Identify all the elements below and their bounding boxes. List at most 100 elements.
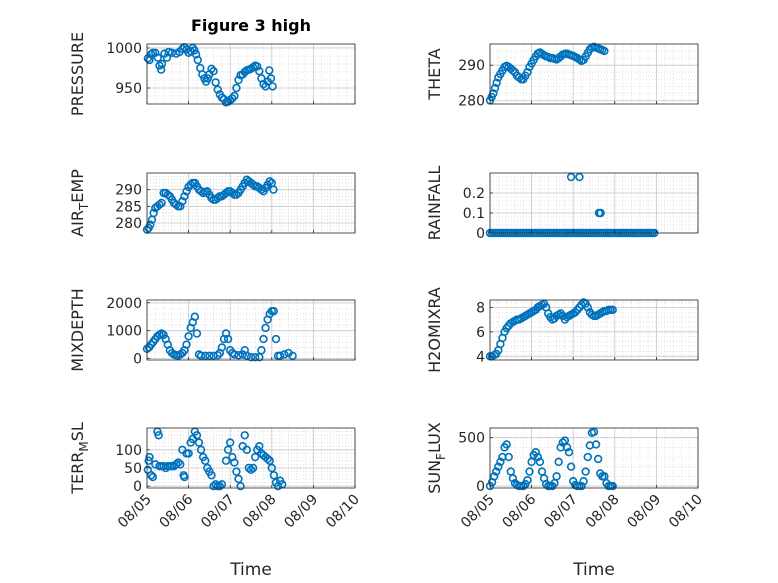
y-label-main: PRESSURE xyxy=(68,32,87,116)
x-tick-label: 08/06 xyxy=(500,491,540,531)
data-point xyxy=(176,460,185,469)
data-point xyxy=(236,481,245,491)
data-point xyxy=(525,467,534,476)
y-axis-label: PRESSURE xyxy=(68,32,87,116)
plot-area xyxy=(147,428,355,488)
axes-box xyxy=(146,427,356,489)
data-point xyxy=(504,452,513,462)
data-point xyxy=(257,346,266,355)
data-point xyxy=(201,351,210,361)
x-tick-label: 08/09 xyxy=(281,492,321,532)
y-tick-label: 0 xyxy=(476,479,485,495)
data-point xyxy=(558,438,567,447)
y-label-main: MIXDEPTH xyxy=(68,288,87,371)
data-point xyxy=(489,472,499,481)
data-point xyxy=(180,472,189,482)
y-tick-label: 290 xyxy=(115,183,142,199)
data-point xyxy=(583,303,592,312)
data-point xyxy=(176,202,185,211)
data-point xyxy=(519,481,528,491)
data-point xyxy=(144,456,153,465)
data-point xyxy=(159,330,168,340)
y-label-subscript: M xyxy=(77,441,91,451)
x-tick-label: 08/05 xyxy=(115,492,155,532)
y-tick-label: 950 xyxy=(115,81,142,97)
axes-box xyxy=(146,172,356,234)
x-tick-label: 08/05 xyxy=(458,492,498,532)
data-point xyxy=(275,351,285,361)
x-tick-label: 08/08 xyxy=(240,492,280,532)
data-point xyxy=(207,471,216,480)
data-point xyxy=(533,452,543,462)
y-tick-label: 1000 xyxy=(106,41,142,57)
data-point xyxy=(232,467,241,476)
y-label-main: TERR xyxy=(68,452,87,495)
data-point xyxy=(192,329,202,338)
y-tick-label: 0 xyxy=(133,352,142,368)
x-tick-label: 08/07 xyxy=(198,492,238,532)
data-point xyxy=(596,208,605,218)
data-point xyxy=(267,463,276,473)
data-point xyxy=(178,197,187,206)
subplot-8: 0 500 08/05 08/06 08/07 08/08 08/09 08/10 SUNFLU… xyxy=(425,422,706,531)
data-point xyxy=(184,449,193,458)
data-point xyxy=(240,431,249,440)
data-point xyxy=(157,59,167,69)
axes-box xyxy=(489,43,699,105)
data-point xyxy=(157,198,166,208)
data-point xyxy=(211,78,220,87)
data-point xyxy=(250,452,260,462)
data-point xyxy=(255,441,264,451)
data-point xyxy=(217,93,227,102)
data-point xyxy=(213,85,222,94)
data-point xyxy=(562,443,572,452)
data-point xyxy=(490,83,500,93)
data-point xyxy=(234,351,243,360)
data-point xyxy=(242,351,252,361)
data-point xyxy=(248,62,258,72)
data-point xyxy=(148,472,158,482)
data-point xyxy=(523,476,532,485)
y-axis-label: SUNFLUX xyxy=(425,422,448,494)
axes-box xyxy=(489,172,699,234)
data-point xyxy=(238,350,247,359)
data-point xyxy=(196,351,206,361)
data-point xyxy=(554,457,563,467)
data-point xyxy=(266,74,276,83)
data-point xyxy=(223,334,233,344)
data-point xyxy=(583,452,592,462)
plot-area xyxy=(490,300,698,360)
y-axis-label: AIRTEMP xyxy=(68,169,91,237)
data-point xyxy=(156,65,166,74)
data-point xyxy=(193,55,202,65)
data-point xyxy=(496,457,505,467)
subplot-1: 950 1000 PRESSURE xyxy=(68,32,356,116)
data-point xyxy=(205,351,214,361)
y-label-tail: LUX xyxy=(425,422,444,453)
data-point xyxy=(591,440,601,449)
plot-area xyxy=(490,428,698,488)
data-point xyxy=(192,431,202,440)
x-axis-label-left: Time xyxy=(229,560,272,580)
data-point xyxy=(232,190,241,199)
axes-box xyxy=(146,299,356,361)
data-point xyxy=(194,438,204,447)
data-point xyxy=(146,50,156,59)
data-point xyxy=(492,467,501,476)
data-point xyxy=(269,471,279,480)
data-point xyxy=(148,48,158,57)
y-tick-label: 290 xyxy=(458,58,485,74)
data-point xyxy=(230,91,239,101)
data-point xyxy=(269,185,278,194)
data-point xyxy=(190,46,199,55)
data-point xyxy=(261,323,270,333)
y-tick-label: 0 xyxy=(476,226,485,242)
y-axis-label: MIXDEPTH xyxy=(68,288,87,371)
data-point xyxy=(244,463,254,473)
data-point xyxy=(508,474,518,483)
data-point xyxy=(248,463,258,473)
data-point xyxy=(268,82,277,91)
data-point xyxy=(255,66,264,76)
x-tick-label: 08/10 xyxy=(666,492,706,532)
